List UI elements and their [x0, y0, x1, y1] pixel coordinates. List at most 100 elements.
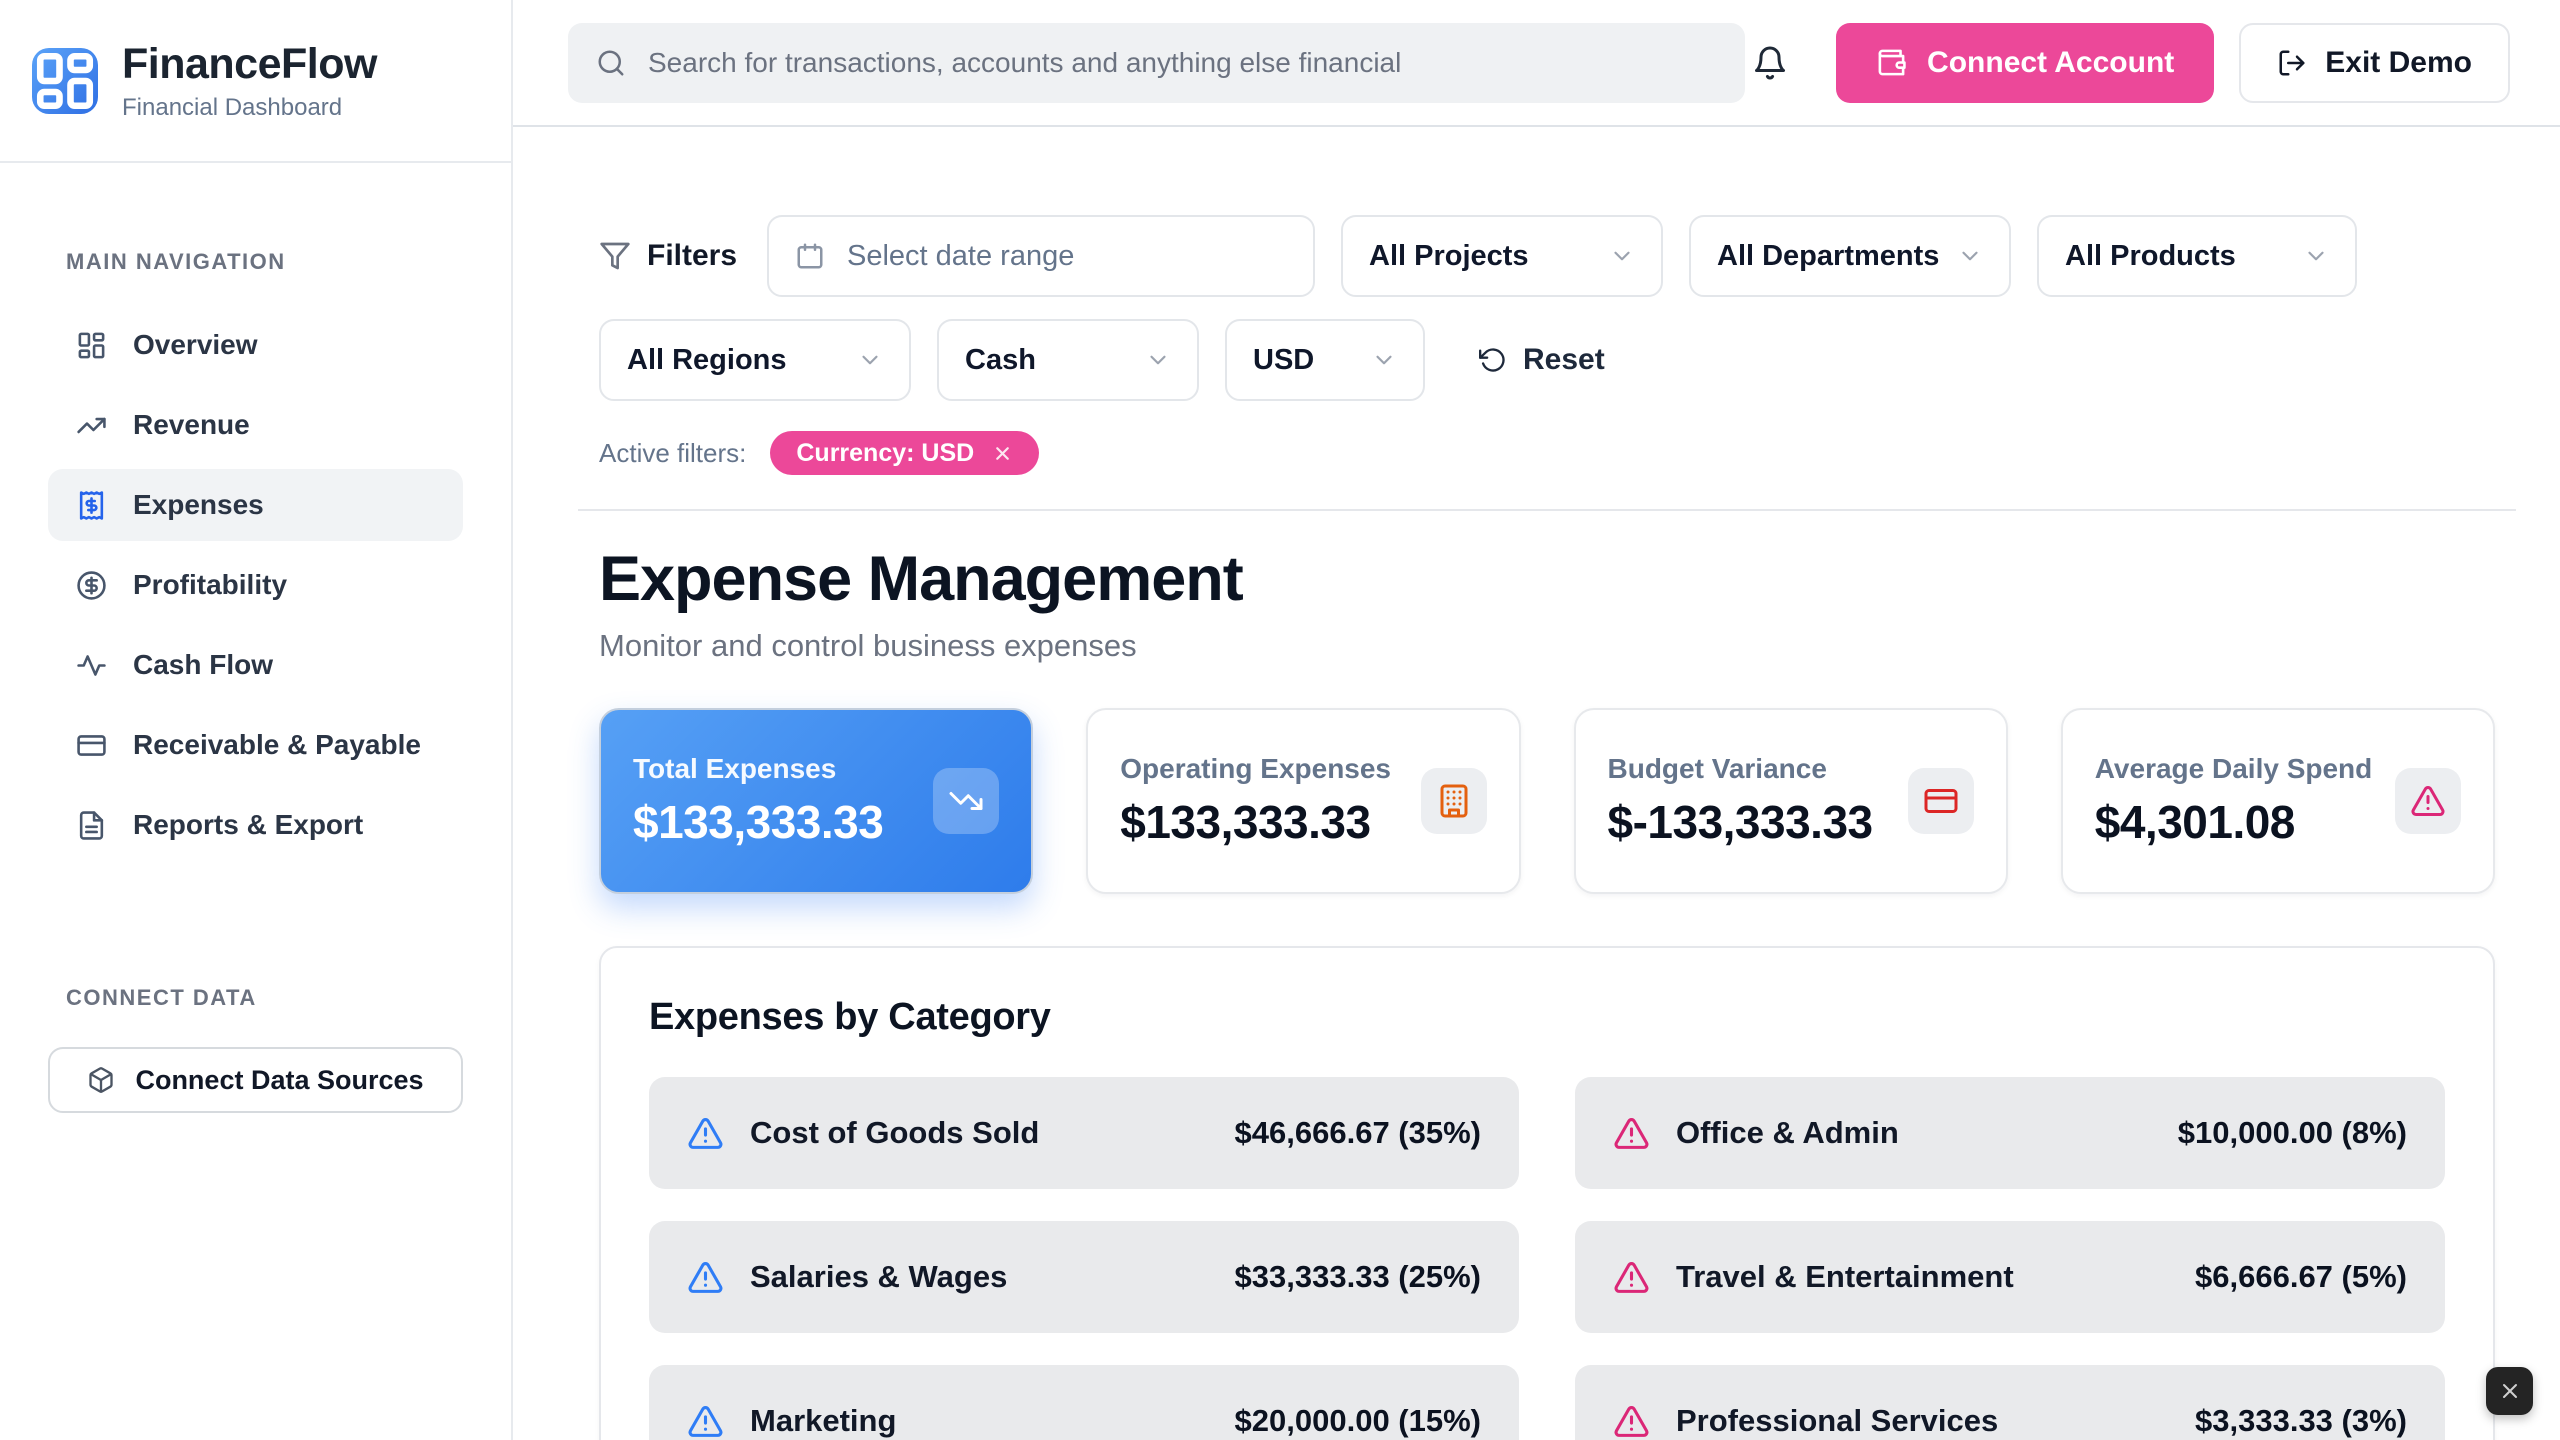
alert-triangle-icon — [1613, 1259, 1650, 1296]
chevron-down-icon — [857, 347, 883, 373]
category-row-professional-services[interactable]: Professional Services $3,333.33 (3%) — [1575, 1365, 2445, 1440]
connect-section-label: CONNECT DATA — [66, 985, 257, 1010]
search-icon — [596, 48, 626, 78]
reset-filters-button[interactable]: Reset — [1479, 343, 1605, 377]
sidebar-item-label: Overview — [133, 329, 258, 360]
sidebar-item-profitability[interactable]: Profitability — [48, 549, 463, 621]
category-amount: $6,666.67 (5%) — [2195, 1259, 2407, 1294]
sidebar-item-label: Receivable & Payable — [133, 729, 421, 760]
stat-card-average-daily-spend[interactable]: Average Daily Spend $4,301.08 — [2060, 708, 2495, 894]
chevron-down-icon — [1145, 347, 1171, 373]
alert-triangle-icon — [1613, 1115, 1650, 1152]
nav-section-label: MAIN NAVIGATION — [66, 249, 286, 274]
filter-select-departments[interactable]: All Departments — [1689, 215, 2011, 297]
category-row-marketing[interactable]: Marketing $20,000.00 (15%) — [649, 1365, 1519, 1440]
trending-up-icon — [76, 410, 107, 441]
category-name: Travel & Entertainment — [1676, 1259, 2014, 1294]
topbar: Connect Account Exit Demo — [513, 0, 2560, 127]
category-row-office-admin[interactable]: Office & Admin $10,000.00 (8%) — [1575, 1077, 2445, 1189]
stat-card-operating-expenses[interactable]: Operating Expenses $133,333.33 — [1086, 708, 1521, 894]
category-row-salaries-wages[interactable]: Salaries & Wages $33,333.33 (25%) — [649, 1221, 1519, 1333]
sidebar-item-label: Revenue — [133, 409, 250, 440]
app-subtitle: Financial Dashboard — [122, 93, 343, 121]
section-divider — [578, 509, 2516, 511]
sidebar-item-receivable-payable[interactable]: Receivable & Payable — [48, 709, 463, 781]
close-icon[interactable] — [992, 443, 1013, 464]
stat-card-budget-variance[interactable]: Budget Variance $-133,333.33 — [1573, 708, 2008, 894]
main-navigation: MAIN NAVIGATION Overview Revenue Expense… — [0, 163, 511, 869]
category-name: Professional Services — [1676, 1403, 1999, 1438]
sidebar-item-cash-flow[interactable]: Cash Flow — [48, 629, 463, 701]
category-row-travel-entertainment[interactable]: Travel & Entertainment $6,666.67 (5%) — [1575, 1221, 2445, 1333]
select-value: All Departments — [1717, 239, 1940, 272]
trending-down-icon — [948, 783, 984, 819]
stat-value: $4,301.08 — [2094, 796, 2296, 848]
bell-icon[interactable] — [1752, 45, 1788, 81]
close-button[interactable] — [2486, 1367, 2533, 1415]
currency-filter-chip[interactable]: Currency: USD — [770, 431, 1040, 475]
global-search[interactable] — [568, 22, 1745, 103]
select-value: All Regions — [627, 343, 787, 376]
date-range-placeholder: Select date range — [847, 239, 1075, 272]
layout-dashboard-icon — [76, 330, 107, 361]
stat-label: Total Expenses — [633, 753, 837, 784]
category-amount: $33,333.33 (25%) — [1234, 1259, 1481, 1294]
sidebar-item-label: Expenses — [133, 489, 264, 520]
filter-select-regions[interactable]: All Regions — [599, 319, 911, 401]
filters-row-1: Filters Select date range All Projects A… — [599, 215, 2495, 297]
category-row-cost-of-goods-sold[interactable]: Cost of Goods Sold $46,666.67 (35%) — [649, 1077, 1519, 1189]
category-name: Office & Admin — [1676, 1115, 1899, 1150]
filter-select-projects[interactable]: All Projects — [1341, 215, 1663, 297]
stat-cards: Total Expenses $133,333.33 Operating Exp… — [599, 708, 2495, 894]
sidebar-item-reports-export[interactable]: Reports & Export — [48, 789, 463, 861]
date-range-input[interactable]: Select date range — [767, 215, 1315, 297]
expenses-by-category-card: Expenses by Category Cost of Goods Sold … — [599, 946, 2495, 1440]
circle-dollar-icon — [76, 570, 107, 601]
categories-grid: Cost of Goods Sold $46,666.67 (35%) Offi… — [649, 1077, 2445, 1440]
chevron-down-icon — [1957, 243, 1983, 269]
stat-icon-chip — [1420, 768, 1487, 834]
filters-label: Filters — [647, 239, 738, 272]
filters-row-2: All Regions Cash USD — [599, 319, 2495, 401]
stat-card-total-expenses[interactable]: Total Expenses $133,333.33 — [599, 708, 1034, 894]
stat-text: Total Expenses $133,333.33 — [633, 753, 884, 849]
chevron-down-icon — [2303, 243, 2329, 269]
category-name: Marketing — [750, 1403, 897, 1438]
category-name-group: Salaries & Wages — [687, 1259, 1007, 1296]
sidebar-item-expenses[interactable]: Expenses — [48, 469, 463, 541]
alert-triangle-icon — [687, 1403, 724, 1440]
content: Filters Select date range All Projects A… — [513, 127, 2560, 1440]
sidebar-item-overview[interactable]: Overview — [48, 309, 463, 381]
file-text-icon — [76, 810, 107, 841]
category-name: Cost of Goods Sold — [750, 1115, 1040, 1150]
receipt-icon — [76, 490, 107, 521]
category-amount: $46,666.67 (35%) — [1234, 1115, 1481, 1150]
layout-dashboard-icon — [32, 48, 98, 114]
sidebar-item-label: Reports & Export — [133, 809, 364, 840]
close-icon — [2498, 1379, 2522, 1403]
category-name-group: Cost of Goods Sold — [687, 1115, 1039, 1152]
main-area: Connect Account Exit Demo Filters — [513, 0, 2560, 1440]
filter-select-currency[interactable]: USD — [1225, 319, 1425, 401]
connect-account-button[interactable]: Connect Account — [1836, 22, 2215, 103]
filter-select-products[interactable]: All Products — [2037, 215, 2357, 297]
stat-text: Average Daily Spend $4,301.08 — [2095, 753, 2373, 849]
stat-value: $133,333.33 — [1120, 796, 1371, 848]
alert-triangle-icon — [687, 1115, 724, 1152]
connect-data-sources-button[interactable]: Connect Data Sources — [48, 1047, 463, 1113]
page-subtitle: Monitor and control business expenses — [599, 628, 1137, 663]
stat-text: Budget Variance $-133,333.33 — [1607, 753, 1874, 849]
stat-value: $133,333.33 — [633, 796, 884, 848]
stat-value: $-133,333.33 — [1607, 796, 1874, 848]
filter-select-cash[interactable]: Cash — [937, 319, 1199, 401]
select-value: All Products — [2065, 239, 2236, 272]
category-name-group: Office & Admin — [1613, 1115, 1899, 1152]
sidebar-item-label: Profitability — [133, 569, 288, 600]
chevron-down-icon — [1371, 347, 1397, 373]
connect-account-label: Connect Account — [1927, 45, 2175, 79]
select-value: Cash — [965, 343, 1036, 376]
sidebar-item-revenue[interactable]: Revenue — [48, 389, 463, 461]
exit-demo-button[interactable]: Exit Demo — [2239, 22, 2510, 103]
search-input[interactable] — [648, 46, 1717, 79]
